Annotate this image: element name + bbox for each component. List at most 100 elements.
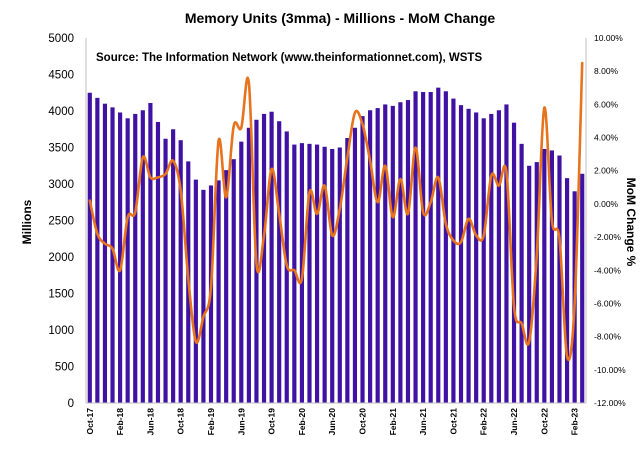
bar [201,189,206,403]
bar [481,118,486,404]
x-tick-label: Jun-20 [327,408,337,436]
bar [352,127,358,403]
mom-line-series [88,61,584,362]
bar [542,148,547,403]
bar [511,122,517,404]
bar [337,147,342,403]
y-tick-label: 500 [55,362,74,374]
bar [118,112,123,404]
x-tick-label: Oct-17 [85,408,95,435]
bar [413,91,418,403]
bar [534,162,539,403]
bar [375,108,380,403]
y2-tick-label: -10.00% [594,365,626,375]
bar [87,92,92,403]
y2-axis-title: MoM Change % [624,178,638,267]
bar [405,100,411,404]
x-tick-label: Feb-19 [206,408,216,436]
y2-tick-label: 6.00% [594,99,619,109]
x-axis-ticks: Oct-17 Feb-18 Jun-18 Oct-18 Feb-19 Jun-19 Oct-… [85,408,580,436]
bar [292,144,297,403]
bar [224,170,229,403]
bar [580,173,585,403]
x-tick-label: Jun-22 [509,408,519,436]
bar [148,102,153,403]
x-tick-label: Oct-18 [176,408,186,435]
bar [549,150,554,403]
y2-tick-label: 2.00% [594,166,619,176]
bar [216,180,221,403]
bar [314,144,320,403]
bar [307,143,312,403]
bar [330,148,335,403]
chart-title: Memory Units (3mma) - Millions - MoM Cha… [185,10,496,26]
mom-line [88,61,584,362]
bar [489,113,494,404]
x-tick-label: Jun-19 [236,408,246,436]
bar [171,129,176,403]
bar [269,111,274,403]
x-tick-label: Feb-18 [115,408,125,436]
y2-axis-ticks: -12.00% -10.00% -8.00% -6.00% -4.00% -2.00% 0.… [594,33,626,408]
bar [527,165,532,403]
x-tick-label: Oct-20 [358,408,368,435]
y-tick-label: 3000 [48,179,74,191]
bar [383,104,388,404]
axes [85,38,587,404]
x-tick-label: Feb-21 [388,408,398,436]
x-tick-label: Feb-23 [570,408,580,436]
x-tick-label: Oct-21 [448,408,458,435]
x-tick-label: Feb-22 [479,408,489,436]
y-tick-label: 5000 [48,33,74,45]
bar [443,91,448,403]
y2-tick-label: -6.00% [594,298,621,308]
bar [345,138,350,403]
bar [421,92,426,404]
y2-tick-label: -12.00% [594,398,626,408]
bar [140,110,145,404]
bar [239,141,244,403]
x-tick-label: Oct-19 [267,408,277,435]
bar [458,105,464,403]
y-tick-label: 2500 [48,216,74,228]
y2-tick-label: -4.00% [594,265,621,275]
bar [95,97,100,404]
bar [466,108,471,403]
y-tick-label: 0 [68,398,74,410]
y-tick-label: 4000 [48,106,74,118]
bar [322,146,327,403]
y2-tick-label: 8.00% [594,66,619,76]
bar [474,112,479,404]
bar [398,102,403,404]
y2-tick-label: -2.00% [594,232,621,242]
x-tick-label: Jun-18 [145,408,155,436]
y2-tick-label: 4.00% [594,133,619,143]
bar [155,121,161,403]
bar [451,98,456,403]
bar [163,138,168,404]
bar [557,155,562,403]
bar [436,87,441,403]
x-tick-label: Jun-21 [418,408,428,436]
bar [277,121,282,403]
bar-series [87,87,585,404]
bar [428,92,433,404]
bar [360,116,365,404]
bar [193,179,198,403]
y-tick-label: 4500 [48,70,74,82]
bar [519,143,524,403]
y-tick-label: 2000 [48,252,74,264]
y-axis-title: Millions [20,199,34,244]
y2-tick-label: 0.00% [594,199,619,209]
bar [496,110,501,404]
y-axis-ticks: 0 500 1000 1500 2000 2500 3000 3500 4000 4500 5000 [48,33,74,410]
y-tick-label: 3500 [48,143,74,155]
bar [504,104,509,404]
bar [110,107,115,403]
bar [102,103,108,403]
bar [564,178,570,403]
source-annotation: Source: The Information Network (www.the… [96,52,482,64]
y2-tick-label: -8.00% [594,332,621,342]
y-tick-label: 1000 [48,325,74,337]
